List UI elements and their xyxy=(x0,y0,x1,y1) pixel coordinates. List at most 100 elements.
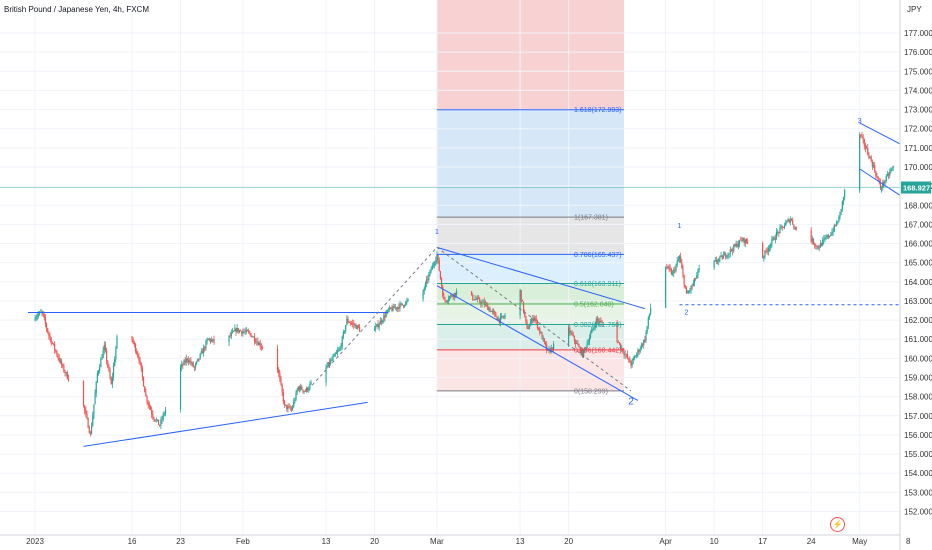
candle-body xyxy=(592,328,594,330)
candle-body xyxy=(148,404,150,407)
candle-body xyxy=(838,217,840,223)
symbol-title: British Pound / Japanese Yen, 4h, FXCM xyxy=(4,5,149,14)
candle-body xyxy=(621,348,623,349)
candle-body xyxy=(341,336,343,347)
candle-body xyxy=(591,329,593,334)
candle-body xyxy=(718,258,720,262)
candle-body xyxy=(815,245,817,247)
candle-body xyxy=(715,259,718,262)
candle-body xyxy=(186,358,189,360)
candle-body xyxy=(112,365,115,377)
candle-body xyxy=(685,288,688,294)
candle-body xyxy=(231,331,234,333)
fib-zone xyxy=(436,349,625,391)
candle-body xyxy=(647,317,649,327)
candle-body xyxy=(498,318,500,323)
candle-body xyxy=(765,250,767,252)
candle-body xyxy=(422,291,424,300)
y-tick-label: 160.000 xyxy=(904,354,932,363)
candle-body xyxy=(490,311,492,312)
candle-body xyxy=(293,401,295,407)
candle-body xyxy=(531,318,533,323)
candle-body xyxy=(108,366,110,371)
candle-body xyxy=(151,409,153,415)
y-tick-label: 154.000 xyxy=(904,469,932,478)
candle-body xyxy=(876,176,878,177)
candle-body xyxy=(257,341,259,346)
candle-body xyxy=(665,267,667,308)
candle-body xyxy=(630,362,632,366)
candle-body xyxy=(392,305,394,311)
candle-body xyxy=(817,245,819,249)
candle-body xyxy=(109,370,111,379)
candle-body xyxy=(623,352,625,355)
candle-body xyxy=(203,347,205,354)
candle-body xyxy=(384,315,386,318)
y-tick-label: 170.000 xyxy=(904,163,932,172)
candle-body xyxy=(643,339,645,346)
candle-body xyxy=(305,387,308,392)
candle-body xyxy=(695,278,697,280)
lightning-icon[interactable]: ⚡ xyxy=(830,517,845,532)
candle-body xyxy=(859,134,861,190)
candle-body xyxy=(886,174,888,176)
candle-body xyxy=(488,308,490,310)
candle-body xyxy=(153,417,155,420)
candle-body xyxy=(281,384,283,393)
candle-body xyxy=(812,238,815,245)
candle-body xyxy=(628,358,630,360)
candle-body xyxy=(93,404,95,416)
candle-body xyxy=(489,308,491,312)
candle-body xyxy=(795,227,797,231)
candle-body xyxy=(842,197,845,202)
candle-body xyxy=(437,254,439,261)
candle-body xyxy=(152,414,154,418)
candle-body xyxy=(248,331,250,333)
candle-body xyxy=(747,241,749,244)
candle-body xyxy=(182,364,184,366)
candle-body xyxy=(867,147,869,155)
candle-body xyxy=(391,308,393,311)
y-tick-label: 167.000 xyxy=(904,220,932,229)
candle-body xyxy=(790,219,793,221)
candle-body xyxy=(34,318,36,321)
candle-body xyxy=(357,325,359,328)
candle-body xyxy=(193,366,195,368)
candle-body xyxy=(743,237,745,244)
candle-body xyxy=(810,230,812,242)
candle-body xyxy=(826,235,828,238)
candle-body xyxy=(741,239,743,241)
candle-body xyxy=(786,220,788,223)
candle-body xyxy=(183,360,185,366)
x-tick-label: 23 xyxy=(176,537,185,546)
candle-body xyxy=(638,350,640,352)
candle-body xyxy=(775,231,778,239)
x-tick-label: May xyxy=(852,537,867,546)
candle-body xyxy=(229,335,231,337)
candle-body xyxy=(697,270,699,275)
y-tick-label: 165.000 xyxy=(904,259,932,268)
candle-body xyxy=(745,239,748,242)
candle-body xyxy=(44,317,46,324)
candle-body xyxy=(814,244,816,246)
candle-body xyxy=(449,296,451,300)
candle-body xyxy=(394,307,396,309)
candle-body xyxy=(102,350,104,358)
candle-body xyxy=(727,254,729,257)
candle-body xyxy=(601,321,603,324)
candle-body xyxy=(335,352,338,354)
candle-body xyxy=(428,274,430,281)
candle-body xyxy=(289,406,291,410)
candle-body xyxy=(487,304,489,310)
candle-body xyxy=(669,268,671,270)
candle-body xyxy=(574,340,577,344)
candle-body xyxy=(580,349,582,353)
candle-body xyxy=(279,373,281,379)
candle-body xyxy=(255,341,257,343)
candle-body xyxy=(258,342,260,346)
candle-body xyxy=(350,323,353,324)
candle-body xyxy=(211,339,213,342)
candle-body xyxy=(534,317,536,320)
